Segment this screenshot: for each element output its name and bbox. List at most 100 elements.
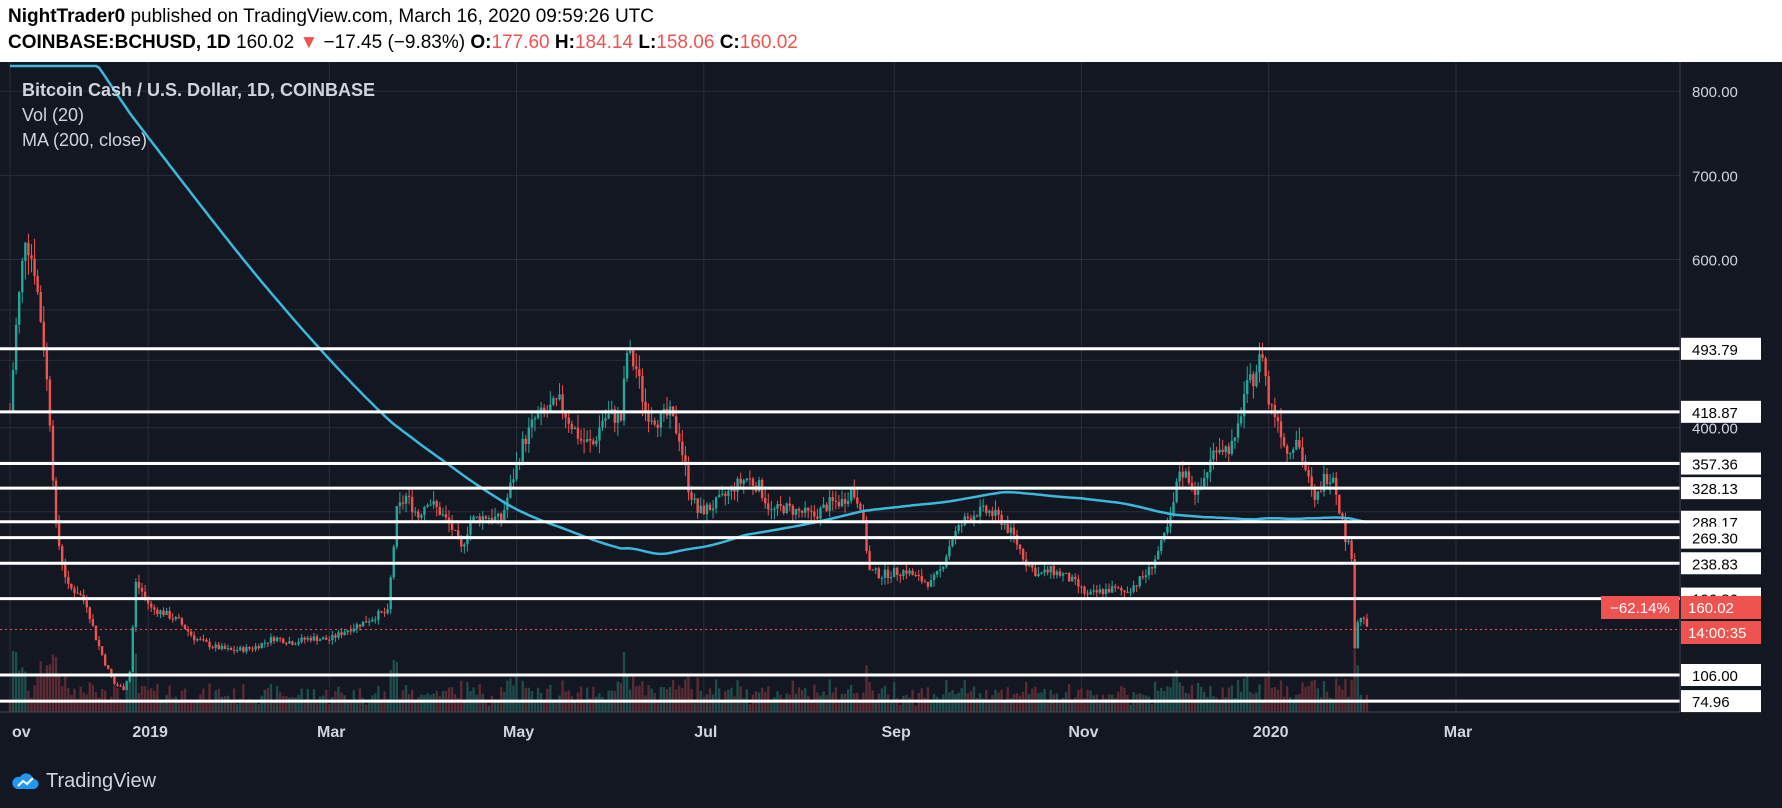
candle-body bbox=[555, 398, 558, 400]
volume-bar bbox=[346, 699, 349, 712]
volume-bar bbox=[14, 651, 18, 712]
candle-body bbox=[883, 569, 887, 578]
volume-bar bbox=[1046, 702, 1049, 712]
volume-bar bbox=[1190, 684, 1194, 712]
candle-body bbox=[1335, 477, 1338, 495]
candle-body bbox=[131, 627, 134, 672]
candle-body bbox=[457, 530, 460, 538]
volume-bar bbox=[1359, 694, 1362, 712]
legend-volume[interactable]: Vol (20) bbox=[22, 105, 84, 125]
candle-body bbox=[1141, 576, 1145, 578]
candle-body bbox=[364, 621, 368, 623]
candle-body bbox=[1021, 549, 1025, 560]
candle-body bbox=[325, 637, 328, 640]
candle-body bbox=[914, 575, 917, 577]
candle-body bbox=[969, 518, 973, 522]
candle-body bbox=[11, 369, 15, 412]
horizontal-levels[interactable] bbox=[0, 347, 1680, 703]
candle-body bbox=[638, 369, 641, 377]
volume-bar bbox=[705, 694, 709, 712]
volume-bar bbox=[478, 684, 481, 712]
time-axis[interactable]: ov 2019 Mar May Jul Sep Nov 2020 Mar bbox=[12, 724, 1472, 741]
volume-bar bbox=[942, 694, 945, 712]
candle-body bbox=[159, 610, 162, 615]
candle-body bbox=[426, 504, 429, 507]
volume-bar bbox=[88, 682, 92, 712]
candle-body bbox=[291, 641, 294, 645]
candle-body bbox=[899, 575, 902, 577]
volume-bar bbox=[684, 679, 687, 712]
candle-body bbox=[945, 556, 948, 567]
tradingview-logo[interactable]: TradingView bbox=[10, 768, 156, 794]
candle-body bbox=[150, 603, 153, 608]
candle-body bbox=[917, 575, 920, 577]
volume-bar bbox=[186, 701, 190, 712]
volume-bar bbox=[156, 683, 159, 712]
candle-body bbox=[226, 648, 230, 650]
candle-body bbox=[724, 493, 727, 496]
candle-body bbox=[285, 643, 288, 645]
volume-bar bbox=[294, 697, 297, 712]
volume-bar bbox=[1267, 671, 1270, 712]
volume-bar bbox=[432, 693, 435, 712]
candle-body bbox=[309, 637, 313, 641]
candle-body bbox=[18, 292, 21, 325]
price-chart[interactable]: 493.79418.87357.36328.13288.17269.30238.… bbox=[0, 62, 1782, 762]
volume-bar bbox=[1218, 701, 1221, 712]
candle-body bbox=[321, 637, 325, 640]
volume-bar bbox=[229, 701, 233, 712]
candle-body bbox=[846, 500, 850, 504]
candle-body bbox=[561, 394, 564, 412]
cloud-icon bbox=[12, 773, 39, 789]
volume-bar bbox=[908, 697, 911, 712]
candle-body bbox=[1006, 524, 1009, 533]
volume-bar bbox=[79, 686, 82, 712]
candle-body bbox=[1034, 567, 1037, 576]
candle-body bbox=[908, 570, 911, 574]
volume-bar bbox=[1024, 682, 1028, 712]
candle-body bbox=[865, 520, 868, 551]
legend-ma[interactable]: MA (200, close) bbox=[22, 130, 147, 150]
volume-bar bbox=[1285, 686, 1289, 712]
candle-body bbox=[1267, 376, 1270, 405]
volume-bar bbox=[905, 694, 908, 712]
candle-body bbox=[1067, 573, 1071, 582]
volume-bar bbox=[226, 695, 230, 712]
volume-bar bbox=[981, 698, 985, 712]
candle-body bbox=[975, 515, 979, 517]
publisher-name[interactable]: NightTrader0 bbox=[8, 6, 126, 27]
candle-body bbox=[837, 501, 841, 507]
level-label-bg bbox=[1681, 690, 1761, 713]
volume-bar bbox=[1175, 670, 1178, 712]
change-percent-tag: −62.14% bbox=[1610, 600, 1670, 617]
volume-bar bbox=[1307, 686, 1310, 712]
volume-bar bbox=[807, 695, 810, 712]
candle-body bbox=[214, 644, 217, 648]
candle-body bbox=[275, 637, 279, 642]
candle-body bbox=[521, 438, 524, 463]
volume-bar bbox=[140, 685, 144, 712]
volume-bar bbox=[196, 700, 199, 712]
candle-body bbox=[810, 510, 813, 512]
volume-bar bbox=[70, 695, 73, 712]
candle-body bbox=[1092, 590, 1095, 592]
volume-bar bbox=[1335, 678, 1338, 712]
candle-body bbox=[803, 507, 807, 513]
volume-bar bbox=[45, 665, 49, 712]
candle-body bbox=[549, 404, 552, 412]
candle-body bbox=[1181, 471, 1184, 478]
candle-body bbox=[607, 413, 610, 419]
candle-body bbox=[463, 544, 466, 547]
candle-body bbox=[948, 546, 951, 557]
candle-body bbox=[1279, 421, 1283, 438]
candle-body bbox=[764, 498, 767, 504]
volume-bar bbox=[739, 686, 742, 712]
candle-body bbox=[27, 242, 30, 256]
y-tick-label: 800.00 bbox=[1692, 84, 1738, 101]
candle-body bbox=[871, 569, 874, 571]
open-value: 177.60 bbox=[491, 32, 550, 53]
candle-body bbox=[1110, 586, 1114, 593]
volume-bar bbox=[285, 696, 288, 712]
candle-body bbox=[748, 478, 752, 480]
volume-bar bbox=[549, 684, 552, 712]
